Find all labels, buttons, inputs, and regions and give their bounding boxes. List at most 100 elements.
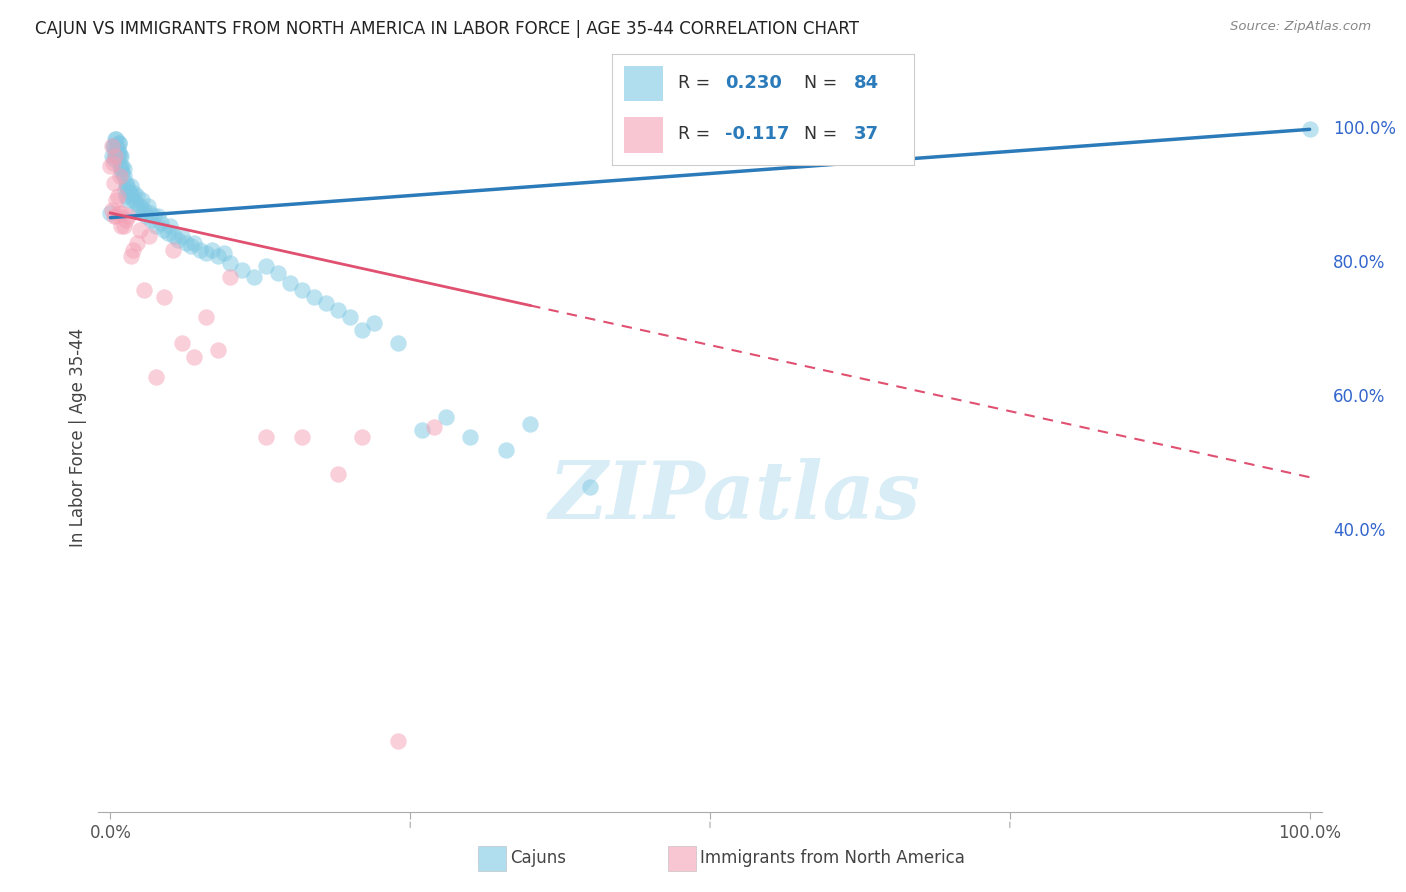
Point xyxy=(100,139,122,153)
Point xyxy=(328,467,350,481)
Point xyxy=(423,420,446,434)
Point xyxy=(127,202,149,217)
Point xyxy=(434,410,457,425)
Point xyxy=(120,250,142,264)
Point xyxy=(148,210,170,224)
Point xyxy=(363,317,385,331)
Point xyxy=(339,310,361,324)
Text: 100.0%: 100.0% xyxy=(1333,120,1396,138)
Point xyxy=(315,296,337,310)
Point xyxy=(115,179,138,194)
Point xyxy=(162,243,184,257)
Text: Immigrants from North America: Immigrants from North America xyxy=(700,849,965,867)
Point xyxy=(108,169,131,184)
Text: 80.0%: 80.0% xyxy=(1333,254,1385,272)
Point xyxy=(141,212,163,227)
Point xyxy=(108,206,129,220)
Point xyxy=(124,186,146,200)
Point xyxy=(132,206,155,220)
Point xyxy=(267,266,290,280)
Point xyxy=(101,156,124,170)
Point xyxy=(132,283,155,297)
Point xyxy=(519,417,541,431)
Point xyxy=(122,243,145,257)
Point xyxy=(163,229,186,244)
Text: 0.230: 0.230 xyxy=(725,74,782,92)
Point xyxy=(110,219,132,234)
Point xyxy=(352,430,374,444)
Point xyxy=(195,246,218,260)
Text: 60.0%: 60.0% xyxy=(1333,388,1385,406)
Point xyxy=(129,223,152,237)
Point xyxy=(180,239,202,253)
Point xyxy=(114,183,136,197)
Point xyxy=(201,243,224,257)
Point xyxy=(103,210,125,224)
Point xyxy=(207,343,229,358)
Text: 37: 37 xyxy=(853,126,879,144)
Point xyxy=(145,370,167,384)
Point xyxy=(1298,122,1320,136)
Point xyxy=(132,202,155,217)
Point xyxy=(156,226,179,240)
Point xyxy=(219,269,242,284)
Point xyxy=(136,199,159,213)
Point xyxy=(117,183,139,197)
Text: ZIPatlas: ZIPatlas xyxy=(548,458,921,536)
Point xyxy=(139,206,162,220)
Point xyxy=(231,263,253,277)
Point xyxy=(101,139,124,153)
Point xyxy=(100,202,122,217)
Point xyxy=(104,149,127,163)
Point xyxy=(172,336,194,351)
Point xyxy=(174,236,197,251)
Point xyxy=(219,256,242,270)
Point xyxy=(103,176,125,190)
Point xyxy=(108,136,129,150)
Point xyxy=(115,212,138,227)
Point xyxy=(254,260,277,274)
Text: 84: 84 xyxy=(853,74,879,92)
Point xyxy=(111,159,134,173)
Point xyxy=(122,193,145,207)
Point xyxy=(387,336,409,351)
Bar xyxy=(624,66,664,102)
Point xyxy=(291,283,314,297)
Point xyxy=(112,169,135,184)
Point xyxy=(214,246,236,260)
Point xyxy=(304,290,326,304)
Point xyxy=(105,132,128,146)
Text: N =: N = xyxy=(793,126,842,144)
Point xyxy=(352,323,374,337)
Point xyxy=(411,424,433,438)
Point xyxy=(107,149,129,163)
Point xyxy=(117,193,139,207)
Point xyxy=(495,443,517,458)
Point xyxy=(111,166,134,180)
Point xyxy=(111,206,134,220)
Point xyxy=(131,193,153,207)
Text: 40.0%: 40.0% xyxy=(1333,522,1385,540)
Point xyxy=(107,143,129,157)
Point xyxy=(105,193,128,207)
Point xyxy=(105,149,128,163)
Point xyxy=(112,219,135,234)
Point xyxy=(579,480,602,494)
Point xyxy=(121,189,143,203)
Point xyxy=(254,430,277,444)
Point xyxy=(108,149,131,163)
Point xyxy=(104,132,127,146)
Point xyxy=(120,179,142,194)
Bar xyxy=(624,117,664,153)
Point xyxy=(104,145,127,160)
Text: R =: R = xyxy=(678,126,716,144)
Point xyxy=(105,139,128,153)
Point xyxy=(145,219,167,234)
Point xyxy=(387,734,409,748)
Point xyxy=(103,139,125,153)
Point xyxy=(125,189,148,203)
Point xyxy=(115,189,138,203)
Point xyxy=(153,290,176,304)
Point xyxy=(107,189,129,203)
Point xyxy=(149,216,172,230)
